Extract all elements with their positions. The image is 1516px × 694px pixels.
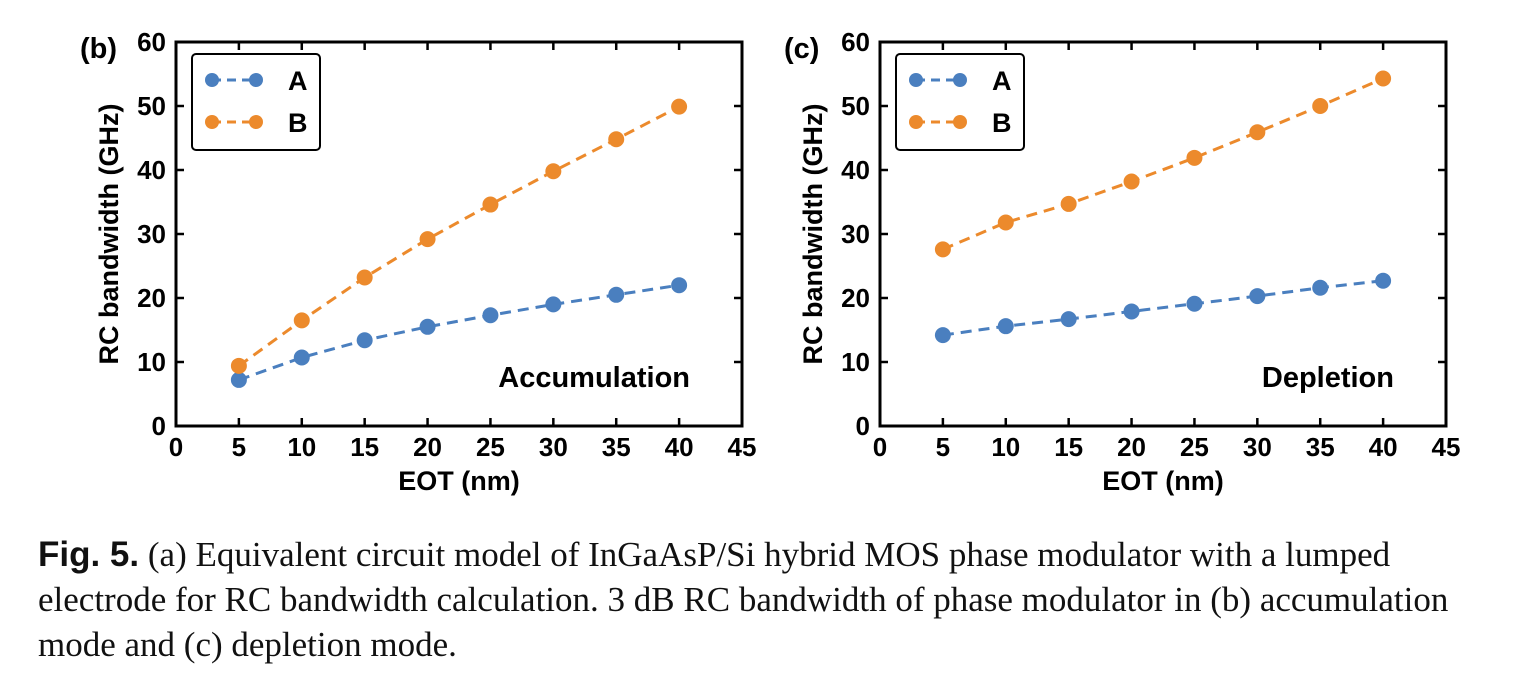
caption-label: Fig. 5. [38,535,140,574]
data-point-A [1060,311,1077,328]
x-tick-label: 40 [665,432,694,462]
y-tick-label: 50 [841,91,870,121]
figure-caption: Fig. 5. (a) Equivalent circuit model of … [38,532,1508,667]
x-axis-label: EOT (nm) [1102,466,1224,496]
data-point-A [1312,279,1329,296]
y-tick-label: 50 [137,91,166,121]
x-tick-label: 30 [1243,432,1272,462]
x-tick-label: 10 [287,432,316,462]
legend-label-A: A [992,66,1012,96]
legend-box [191,53,321,151]
y-tick-label: 0 [152,411,166,441]
x-tick-label: 25 [1180,432,1209,462]
x-tick-label: 35 [602,432,631,462]
y-tick-label: 10 [137,347,166,377]
data-point-B [671,98,688,115]
series-line-A [238,283,680,382]
legend-marker-A [249,73,263,87]
panel-label: (b) [80,33,117,65]
caption-text: (a) Equivalent circuit model of InGaAsP/… [38,535,1449,664]
data-point-B [1249,124,1266,141]
legend-label-B: B [288,108,308,138]
series-line-A [942,279,1384,337]
data-point-B [1312,98,1329,114]
y-tick-label: 30 [137,219,166,249]
y-axis-label: RC bandwidth (GHz) [798,104,828,365]
data-point-B [1375,70,1392,87]
legend-marker-B [205,115,219,129]
legend-marker-B [953,115,967,129]
data-point-A [1186,295,1203,312]
x-tick-label: 0 [873,432,887,462]
data-point-A [608,286,625,303]
legend-box [895,53,1025,151]
x-tick-label: 5 [936,432,950,462]
data-point-B [997,214,1014,231]
data-point-A [293,349,310,366]
mode-annotation: Accumulation [498,362,690,394]
legend-label-B: B [992,108,1012,138]
legend-marker-B [249,115,263,129]
x-tick-label: 20 [1117,432,1146,462]
data-point-B [934,241,951,258]
data-point-A [1375,272,1392,289]
legend-marker-A [909,73,923,87]
data-point-A [545,296,562,313]
y-tick-label: 10 [841,347,870,377]
data-point-B [1060,195,1077,212]
x-tick-label: 15 [1054,432,1083,462]
x-tick-label: 5 [232,432,246,462]
series-line-B [942,77,1384,251]
data-point-A [482,307,499,324]
x-tick-label: 0 [169,432,183,462]
x-tick-label: 15 [350,432,379,462]
y-tick-label: 60 [841,27,870,57]
x-tick-label: 10 [991,432,1020,462]
data-point-A [419,318,436,335]
legend-marker-A [953,73,967,87]
legend-marker-B [909,115,923,129]
data-point-B [545,163,562,180]
x-tick-label: 30 [539,432,568,462]
data-point-B [419,231,436,248]
data-point-A [1249,288,1266,305]
data-point-B [230,357,247,374]
x-tick-label: 45 [1432,432,1461,462]
data-point-B [482,196,499,213]
data-point-A [934,327,951,344]
y-tick-label: 0 [856,411,870,441]
data-point-B [293,312,310,329]
legend-marker-A [205,73,219,87]
data-point-B [1186,149,1203,166]
y-tick-label: 20 [841,283,870,313]
y-tick-label: 60 [137,27,166,57]
x-tick-label: 40 [1369,432,1398,462]
x-tick-label: 45 [728,432,757,462]
legend-label-A: A [288,66,308,96]
chart-panel-c: 0 5 10 15 20 25 30 35 40 45 0 10 20 30 40 50 60 EOT (nm) R… [784,27,1460,496]
series-line-B [238,105,680,368]
data-point-B [608,131,625,148]
x-tick-label: 25 [476,432,505,462]
chart-panel-b: 0 5 10 15 20 25 30 35 40 45 0 10 20 30 40 50 60 EOT (nm) R… [80,27,756,496]
x-axis-label: EOT (nm) [398,466,520,496]
data-point-A [997,318,1014,335]
y-tick-label: 40 [841,155,870,185]
data-point-A [356,332,373,349]
y-tick-label: 40 [137,155,166,185]
y-tick-label: 20 [137,283,166,313]
data-point-A [671,277,688,294]
data-point-A [230,371,247,388]
data-point-B [356,269,373,286]
x-tick-label: 35 [1306,432,1335,462]
data-point-A [1123,303,1140,320]
panel-label: (c) [784,33,819,65]
y-tick-label: 30 [841,219,870,249]
data-point-B [1123,173,1140,190]
mode-annotation: Depletion [1262,362,1394,394]
y-axis-label: RC bandwidth (GHz) [94,104,124,365]
x-tick-label: 20 [413,432,442,462]
